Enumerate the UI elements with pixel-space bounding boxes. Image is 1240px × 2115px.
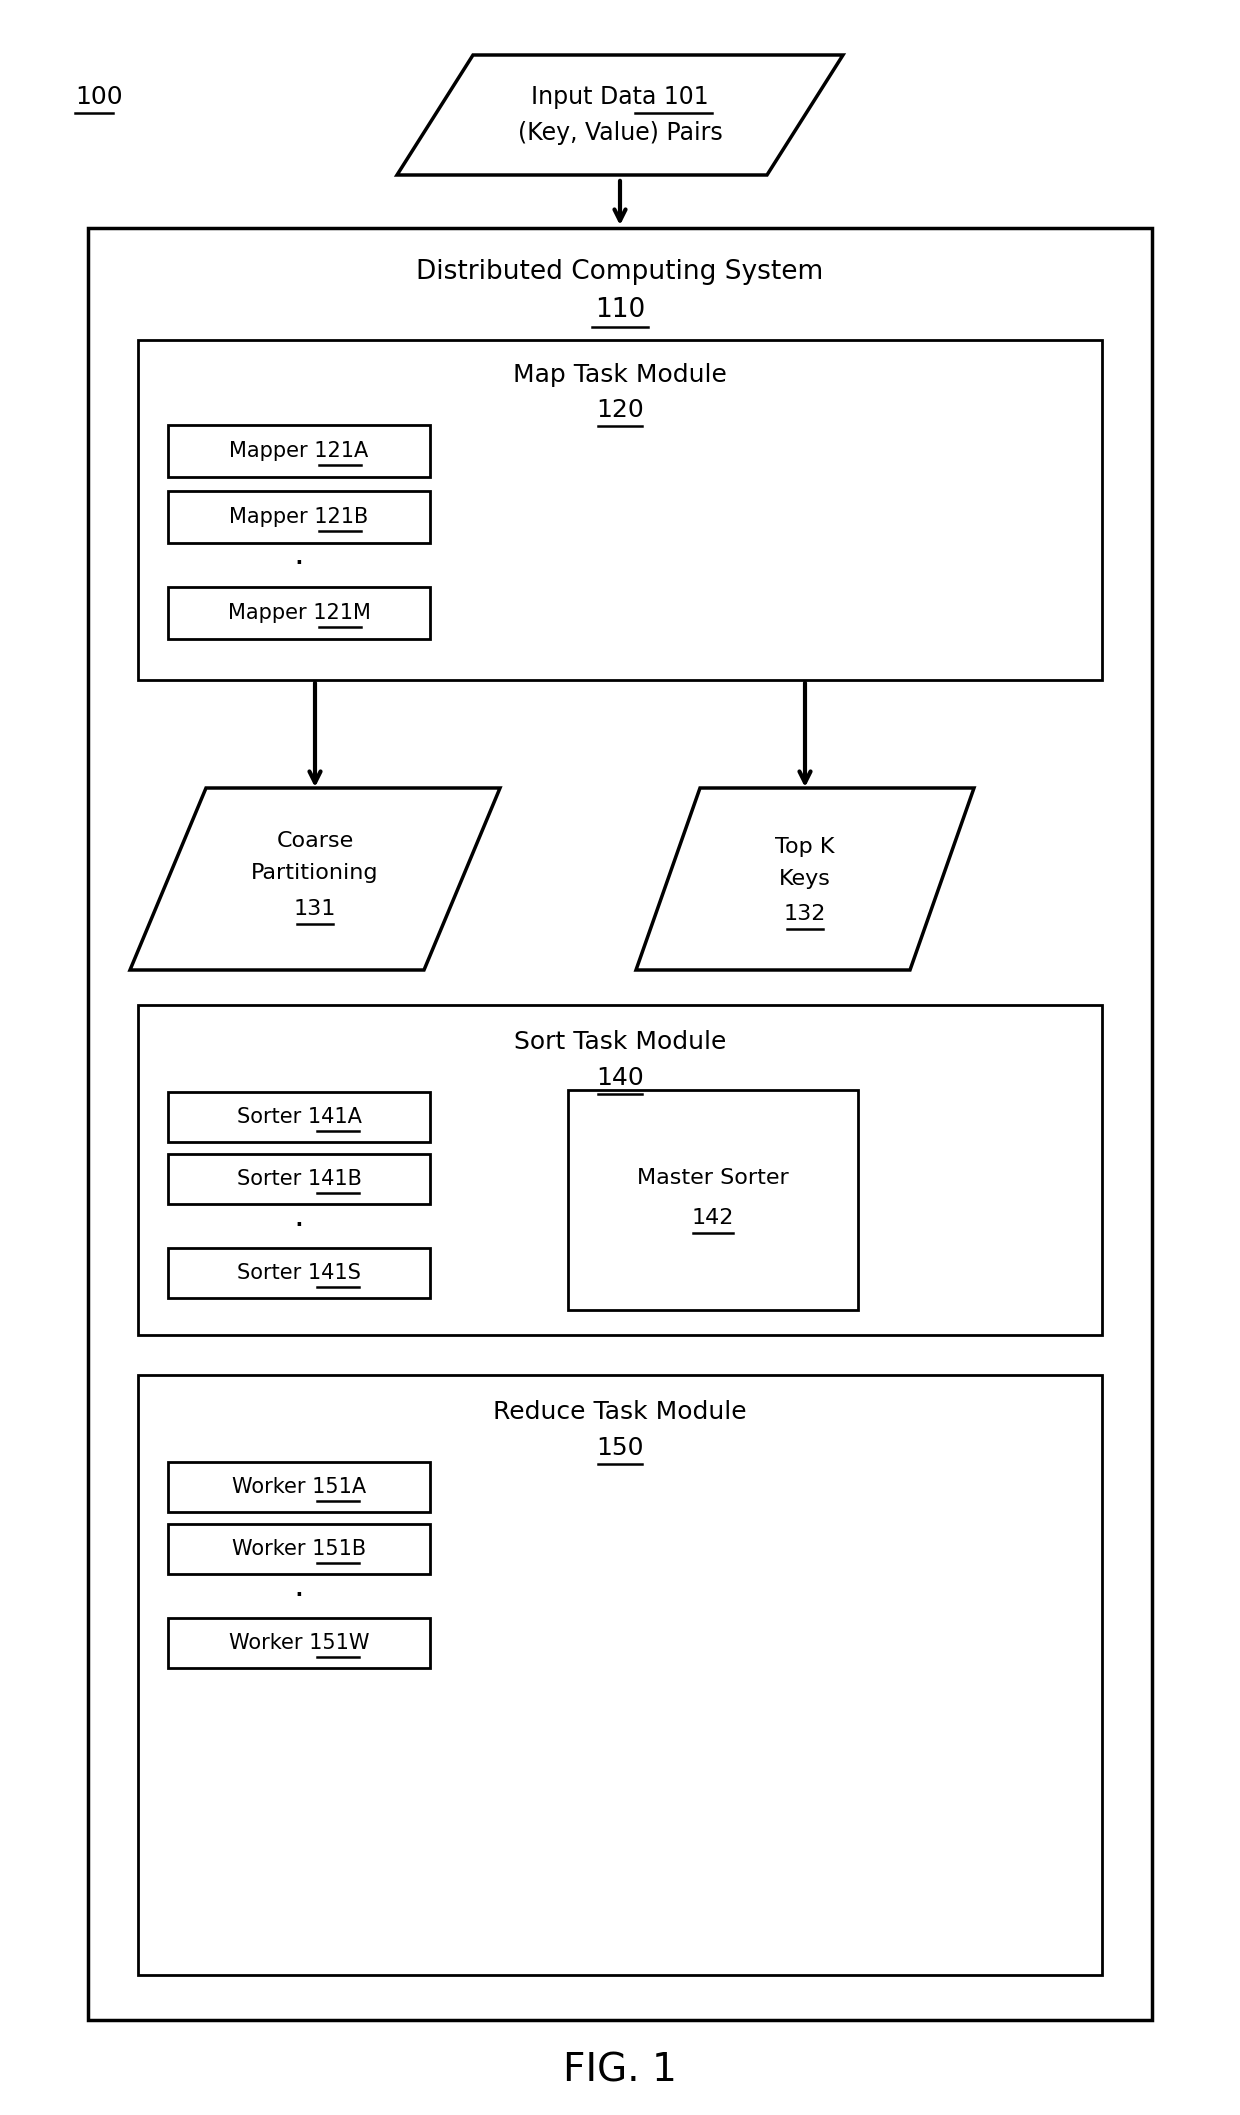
Text: Worker 151B: Worker 151B bbox=[232, 1540, 366, 1559]
Text: 131: 131 bbox=[294, 899, 336, 920]
Text: (Key, Value) Pairs: (Key, Value) Pairs bbox=[517, 121, 723, 146]
Polygon shape bbox=[636, 789, 973, 971]
Bar bbox=[167, 1461, 430, 1512]
Text: Sort Task Module: Sort Task Module bbox=[513, 1030, 727, 1053]
Text: ·: · bbox=[294, 548, 304, 582]
Text: 132: 132 bbox=[784, 903, 826, 924]
Bar bbox=[167, 491, 430, 544]
Text: Worker 151W: Worker 151W bbox=[228, 1633, 370, 1654]
Text: Input Data 101: Input Data 101 bbox=[531, 85, 709, 110]
Text: Partitioning: Partitioning bbox=[252, 863, 378, 882]
Text: FIG. 1: FIG. 1 bbox=[563, 2052, 677, 2090]
Text: Map Task Module: Map Task Module bbox=[513, 364, 727, 387]
Text: Sorter 141A: Sorter 141A bbox=[237, 1106, 361, 1127]
Bar bbox=[138, 1005, 1102, 1335]
Text: Reduce Task Module: Reduce Task Module bbox=[494, 1400, 746, 1423]
Text: Mapper 121A: Mapper 121A bbox=[229, 442, 368, 461]
Text: ·: · bbox=[294, 1210, 304, 1242]
Bar bbox=[138, 341, 1102, 681]
Bar bbox=[167, 588, 430, 639]
Text: 110: 110 bbox=[595, 296, 645, 324]
Text: Top K: Top K bbox=[775, 838, 835, 857]
Text: 142: 142 bbox=[692, 1208, 734, 1229]
Bar bbox=[167, 1155, 430, 1203]
Text: Sorter 141S: Sorter 141S bbox=[237, 1263, 361, 1284]
Text: Keys: Keys bbox=[779, 869, 831, 888]
Bar bbox=[167, 1248, 430, 1299]
Text: Coarse: Coarse bbox=[277, 831, 353, 850]
Polygon shape bbox=[130, 789, 500, 971]
Text: Master Sorter: Master Sorter bbox=[637, 1167, 789, 1189]
Bar bbox=[138, 1375, 1102, 1975]
Text: 100: 100 bbox=[74, 85, 123, 110]
Bar bbox=[167, 1525, 430, 1574]
Text: Worker 151A: Worker 151A bbox=[232, 1476, 366, 1497]
Text: Sorter 141B: Sorter 141B bbox=[237, 1170, 361, 1189]
Bar bbox=[568, 1089, 858, 1309]
Text: Mapper 121M: Mapper 121M bbox=[228, 603, 371, 624]
Text: ·: · bbox=[294, 1580, 304, 1612]
Bar bbox=[167, 425, 430, 478]
Bar bbox=[167, 1091, 430, 1142]
Bar bbox=[88, 228, 1152, 2020]
Polygon shape bbox=[397, 55, 843, 176]
Text: 150: 150 bbox=[596, 1436, 644, 1459]
Text: Mapper 121B: Mapper 121B bbox=[229, 508, 368, 527]
Text: 140: 140 bbox=[596, 1066, 644, 1089]
Text: Distributed Computing System: Distributed Computing System bbox=[417, 258, 823, 286]
Bar bbox=[167, 1618, 430, 1669]
Text: 120: 120 bbox=[596, 398, 644, 423]
